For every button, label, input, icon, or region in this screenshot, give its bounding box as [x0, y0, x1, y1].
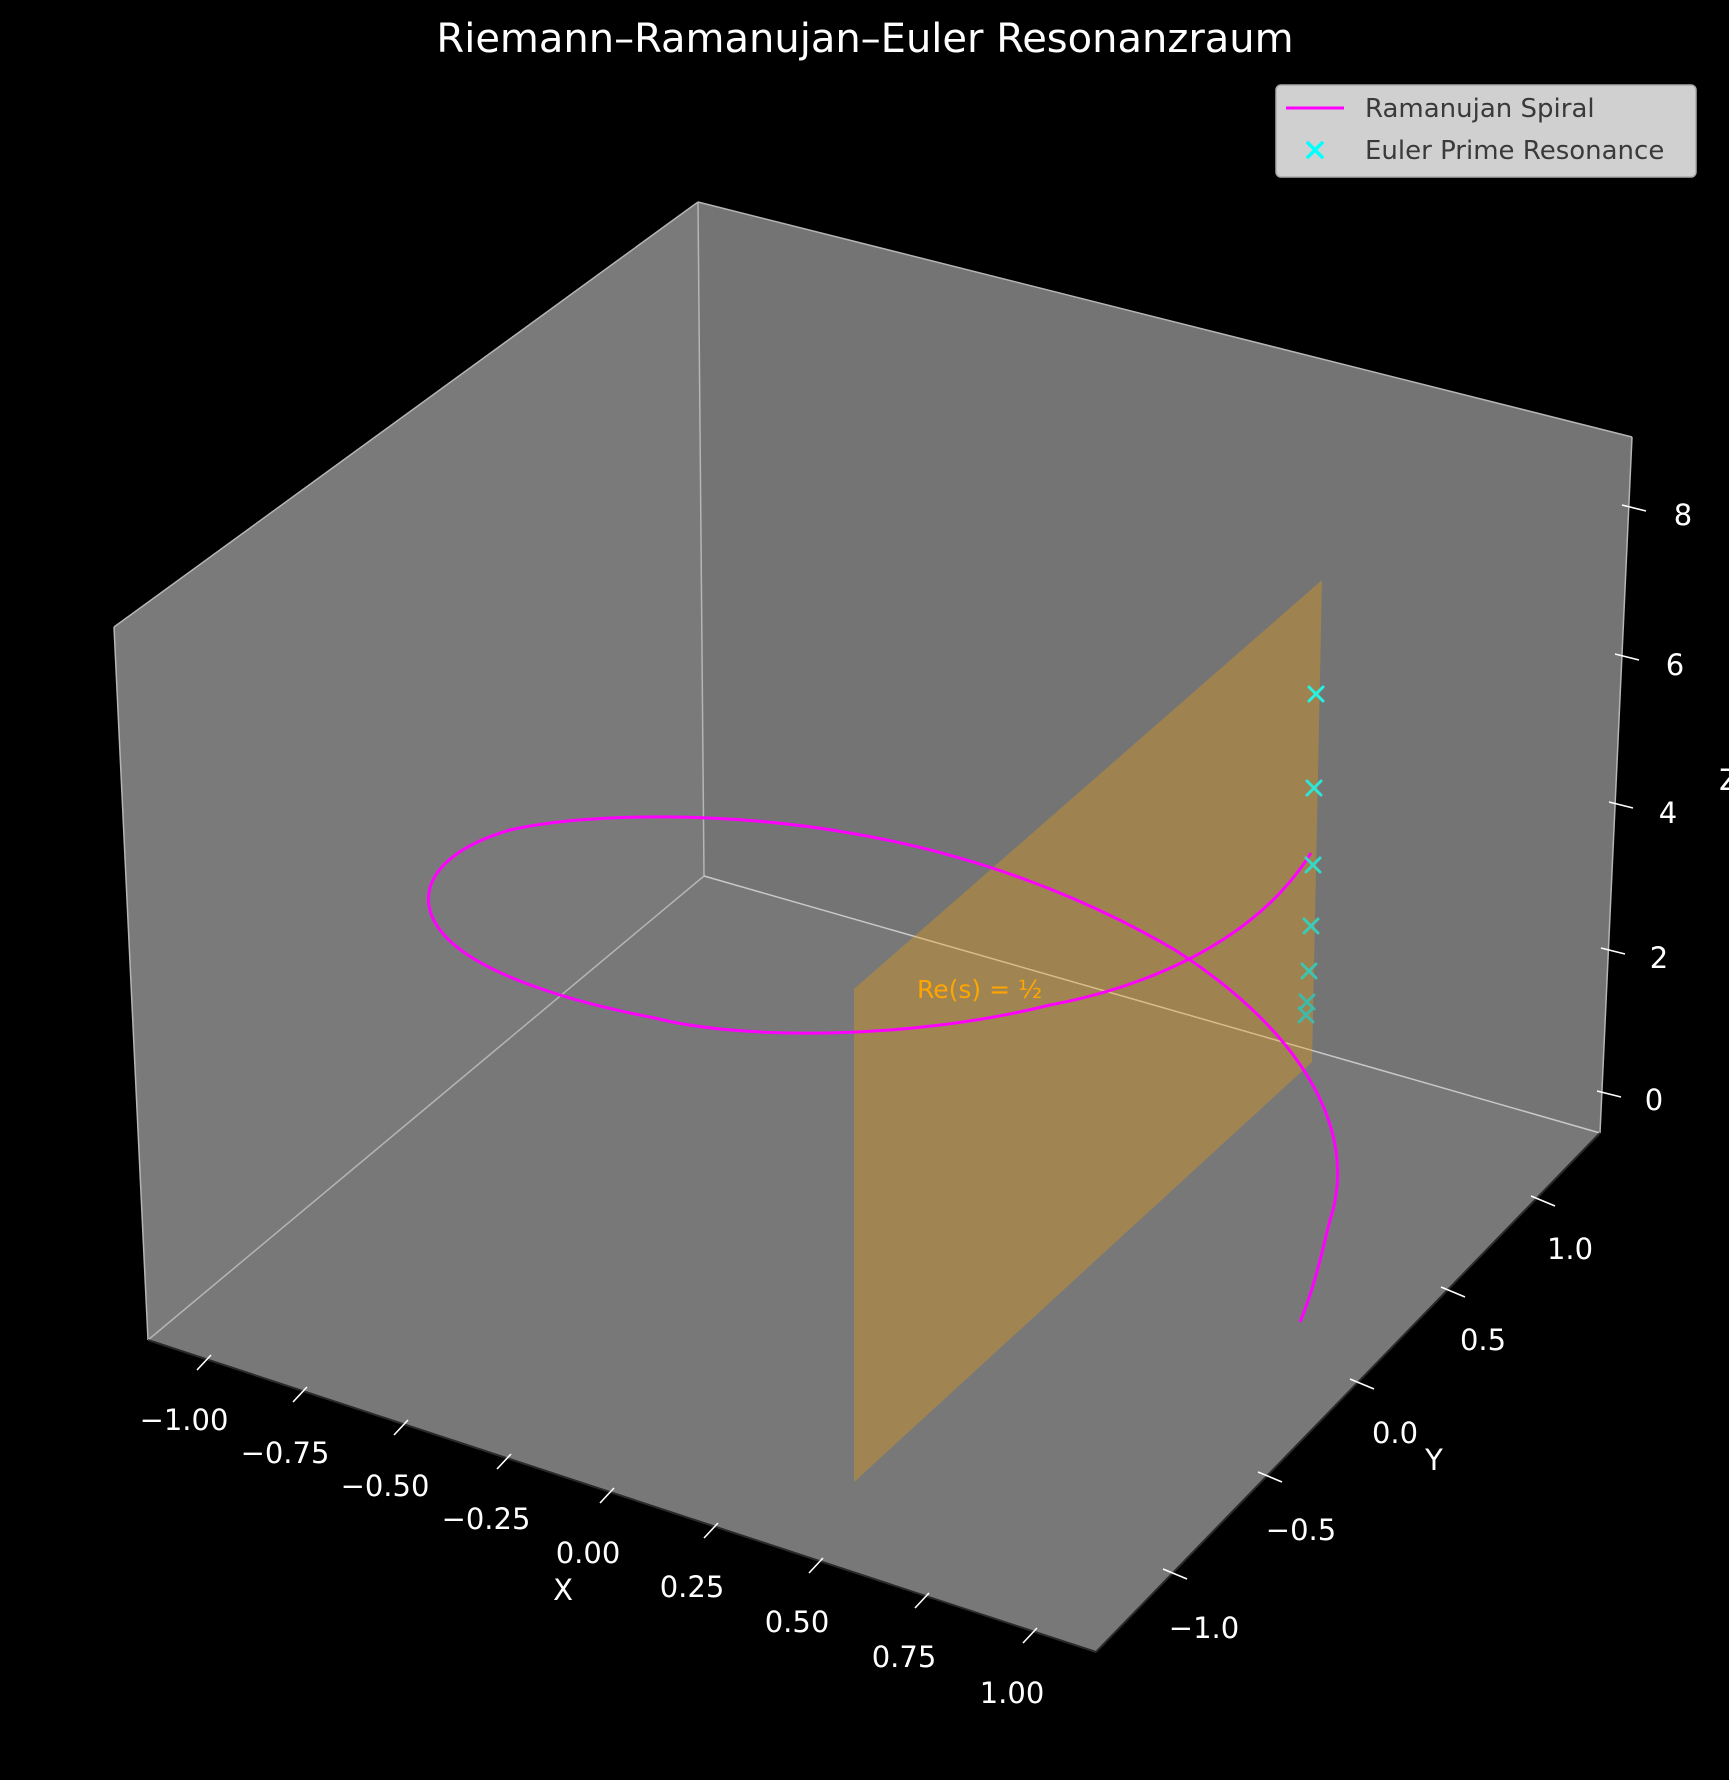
- legend: Ramanujan Spiral Euler Prime Resonance: [1275, 84, 1697, 178]
- legend-box: [1275, 84, 1697, 178]
- resonance-marker: [1300, 962, 1318, 980]
- z-axis-label: Z: [1719, 763, 1729, 797]
- y-axis-line: [1095, 1132, 1601, 1653]
- critical-plane-label: Re(s) = ½: [917, 975, 1042, 1004]
- resonance-marker: [1298, 993, 1316, 1011]
- floor-pane: [148, 876, 1600, 1652]
- x-tick-label: 0.25: [660, 1570, 725, 1604]
- z-tick-label: 0: [1645, 1083, 1663, 1117]
- z-tick-label: 2: [1650, 941, 1668, 975]
- z-tick-mark: [1596, 1090, 1622, 1098]
- resonance-marker: [1297, 1006, 1315, 1024]
- y-tick-label: −1.0: [1169, 1611, 1239, 1645]
- z-axis-ticks: 0 2 4 6 8 Z: [1596, 498, 1729, 1117]
- y-tick-label: 1.0: [1547, 1232, 1593, 1266]
- y-tick-mark: [1257, 1471, 1283, 1483]
- x-tick-label: 0.50: [765, 1605, 830, 1639]
- x-tick-mark: [393, 1419, 409, 1436]
- y-tick-label: 0.5: [1460, 1323, 1506, 1357]
- x-tick-label: 0.75: [872, 1640, 937, 1674]
- series-line-ramanujan-spiral: [427, 815, 1340, 1323]
- back-pane: [114, 202, 704, 1340]
- pane-edge: [113, 201, 699, 628]
- y-tick-mark: [1440, 1286, 1466, 1298]
- pane-edge: [697, 201, 705, 877]
- z-tick-label: 4: [1659, 796, 1677, 830]
- z-tick-mark: [1608, 801, 1634, 809]
- resonance-marker: [1304, 856, 1322, 874]
- pane-edge: [147, 875, 705, 1341]
- x-tick-mark: [808, 1557, 824, 1574]
- y-axis-label: Y: [1424, 1443, 1443, 1477]
- resonance-marker: [1307, 685, 1325, 703]
- x-tick-label: −0.75: [241, 1436, 330, 1470]
- y-tick-mark: [1530, 1195, 1556, 1207]
- x-tick-mark: [599, 1487, 615, 1504]
- x-tick-label: −0.25: [442, 1502, 531, 1536]
- x-tick-label: 0.00: [556, 1536, 621, 1570]
- pane-edge: [1599, 436, 1633, 1134]
- legend-entry-euler-prime-resonance: Euler Prime Resonance: [1365, 136, 1664, 166]
- z-tick-label: 6: [1666, 648, 1684, 682]
- z-tick-mark: [1600, 947, 1626, 955]
- pane-edge: [703, 875, 1601, 1134]
- pane-edge: [113, 626, 149, 1341]
- z-tick-label: 8: [1674, 498, 1692, 532]
- y-axis-ticks: −1.0 −0.5 0.0 0.5 1.0 Y: [1162, 1195, 1593, 1645]
- y-tick-label: −0.5: [1266, 1513, 1336, 1547]
- pane-edge: [697, 201, 1633, 438]
- resonance-marker: [1302, 917, 1320, 935]
- right-pane: [698, 202, 1632, 1133]
- x-tick-mark: [1022, 1627, 1038, 1644]
- x-axis-label: X: [553, 1573, 573, 1607]
- x-tick-mark: [292, 1386, 308, 1403]
- z-tick-mark: [1621, 504, 1647, 512]
- x-tick-label: 1.00: [980, 1676, 1045, 1710]
- series-scatter-euler-prime-resonance: [1297, 685, 1325, 1024]
- y-tick-mark: [1162, 1568, 1188, 1580]
- legend-marker-swatch: [1306, 141, 1324, 159]
- x-tick-mark: [496, 1453, 512, 1470]
- critical-plane: [854, 580, 1322, 1482]
- x-tick-mark: [703, 1522, 719, 1539]
- x-tick-mark: [914, 1592, 930, 1609]
- x-tick-label: −0.50: [341, 1469, 430, 1503]
- resonance-marker: [1305, 779, 1323, 797]
- y-tick-label: 0.0: [1372, 1416, 1418, 1450]
- x-axis-line: [147, 1339, 1097, 1653]
- y-tick-mark: [1349, 1378, 1375, 1390]
- x-axis-ticks: −1.00 −0.75 −0.50 −0.25 0.00 0.25 0.50 0…: [140, 1354, 1045, 1710]
- legend-entry-ramanujan-spiral: Ramanujan Spiral: [1365, 94, 1595, 124]
- x-tick-mark: [196, 1354, 212, 1371]
- x-tick-label: −1.00: [140, 1403, 229, 1437]
- chart-title: Riemann–Ramanujan–Euler Resonanzraum: [436, 16, 1293, 62]
- z-tick-mark: [1614, 653, 1640, 661]
